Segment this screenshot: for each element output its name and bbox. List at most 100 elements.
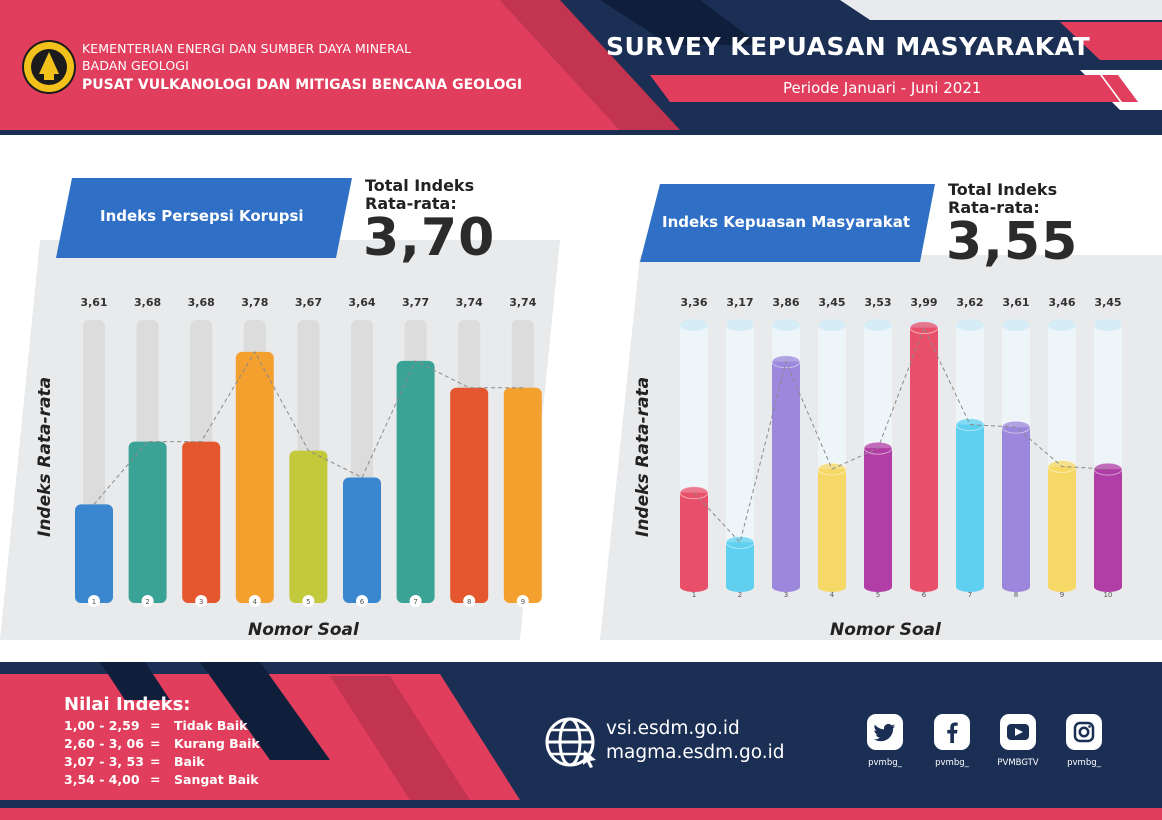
bar-base bbox=[956, 582, 984, 592]
bar bbox=[128, 441, 167, 603]
bar bbox=[450, 387, 489, 603]
x-tick-label: 10 bbox=[1104, 591, 1113, 599]
bar-base bbox=[680, 582, 708, 592]
bar-base bbox=[818, 582, 846, 592]
cylinder-cap bbox=[864, 319, 892, 331]
cylinder-cap bbox=[772, 319, 800, 331]
legend-equals: = bbox=[150, 754, 161, 769]
data-label: 3,99 bbox=[910, 296, 937, 309]
legend-equals: = bbox=[150, 736, 161, 751]
data-label: 3,36 bbox=[680, 296, 707, 309]
bar bbox=[956, 424, 984, 587]
data-label: 3,67 bbox=[295, 296, 322, 309]
website-link-vsi[interactable]: vsi.esdm.go.id bbox=[606, 718, 740, 739]
data-label: 3,74 bbox=[456, 296, 483, 309]
bar bbox=[503, 387, 542, 603]
cylinder-cap bbox=[680, 319, 708, 331]
data-label: 3,17 bbox=[726, 296, 753, 309]
bar-base bbox=[1048, 582, 1076, 592]
bar bbox=[910, 327, 938, 587]
legend-row: 3,54 - 4,00 = Sangat Baik bbox=[64, 772, 259, 787]
bar bbox=[772, 361, 800, 587]
cylinder-cap bbox=[956, 319, 984, 331]
data-label: 3,77 bbox=[402, 296, 429, 309]
legend-title: Nilai Indeks: bbox=[64, 694, 191, 715]
x-tick-label: 4 bbox=[830, 591, 835, 599]
x-tick-label: 7 bbox=[413, 598, 417, 606]
data-label: 3,53 bbox=[864, 296, 891, 309]
legend-label: Sangat Baik bbox=[174, 772, 259, 787]
x-tick-label: 5 bbox=[306, 598, 310, 606]
legend-row: 3,07 - 3, 53 = Baik bbox=[64, 754, 205, 769]
globe-icon bbox=[544, 716, 596, 768]
bar bbox=[75, 504, 113, 603]
bar bbox=[1094, 469, 1122, 587]
data-label: 3,45 bbox=[1094, 296, 1121, 309]
legend-label: Tidak Baik bbox=[174, 718, 248, 733]
cylinder-cap bbox=[1002, 319, 1030, 331]
x-tick-label: 9 bbox=[521, 598, 525, 606]
legend-range: 1,00 - 2,59 bbox=[64, 718, 140, 733]
right-chart-title: Indeks Kepuasan Masyarakat bbox=[662, 213, 910, 231]
x-tick-label: 3 bbox=[199, 598, 203, 606]
x-tick-label: 2 bbox=[738, 591, 742, 599]
bar bbox=[1002, 427, 1030, 587]
data-label: 3,86 bbox=[772, 296, 799, 309]
left-total-label: Total Indeks Rata-rata: bbox=[365, 176, 475, 213]
center-name: PUSAT VULKANOLOGI DAN MITIGASI BENCANA G… bbox=[82, 77, 523, 93]
cylinder-cap bbox=[726, 319, 754, 331]
bar bbox=[818, 469, 846, 587]
x-tick-label: 2 bbox=[145, 598, 149, 606]
legend-equals: = bbox=[150, 772, 161, 787]
right-x-axis-title: Nomor Soal bbox=[830, 620, 941, 640]
data-label: 3,61 bbox=[1002, 296, 1029, 309]
period-text: Periode Januari - Juni 2021 bbox=[783, 79, 982, 97]
bar-base bbox=[1002, 582, 1030, 592]
legend-equals: = bbox=[150, 718, 161, 733]
right-total-label: Total Indeks Rata-rata: bbox=[948, 180, 1058, 217]
left-chart-title: Indeks Persepsi Korupsi bbox=[100, 207, 304, 225]
youtube-icon[interactable] bbox=[1000, 714, 1036, 750]
data-label: 3,61 bbox=[80, 296, 107, 309]
bar-top bbox=[725, 535, 755, 549]
data-label: 3,46 bbox=[1048, 296, 1075, 309]
bar bbox=[182, 441, 221, 603]
legend-range: 2,60 - 3, 06 bbox=[64, 736, 144, 751]
x-tick-label: 9 bbox=[1060, 591, 1064, 599]
bar-base bbox=[910, 582, 938, 592]
tick-badge bbox=[195, 595, 208, 607]
x-tick-label: 5 bbox=[876, 591, 880, 599]
tick-badge bbox=[463, 595, 476, 607]
bar-base bbox=[726, 582, 754, 592]
tick-badge bbox=[141, 595, 154, 607]
website-link-magma[interactable]: magma.esdm.go.id bbox=[606, 742, 785, 763]
legend-range: 3,54 - 4,00 bbox=[64, 772, 140, 787]
twitter-handle: pvmbg_ bbox=[868, 758, 902, 768]
x-tick-label: 6 bbox=[922, 591, 927, 599]
trend-line bbox=[693, 326, 1109, 544]
instagram-handle: pvmbg_ bbox=[1067, 758, 1101, 768]
tick-badge bbox=[409, 595, 422, 607]
bar bbox=[680, 492, 708, 587]
data-label: 3,68 bbox=[188, 296, 215, 309]
facebook-icon[interactable] bbox=[934, 714, 970, 750]
left-x-axis-title: Nomor Soal bbox=[248, 620, 359, 640]
instagram-icon[interactable] bbox=[1066, 714, 1102, 750]
youtube-handle: PVMBGTV bbox=[997, 758, 1039, 768]
legend-label: Kurang Baik bbox=[174, 736, 260, 751]
legend-range: 3,07 - 3, 53 bbox=[64, 754, 144, 769]
data-label: 3,62 bbox=[956, 296, 983, 309]
tick-badge bbox=[302, 595, 315, 607]
twitter-icon[interactable] bbox=[867, 714, 903, 750]
legend-row: 2,60 - 3, 06 = Kurang Baik bbox=[64, 736, 260, 751]
x-tick-label: 4 bbox=[253, 598, 258, 606]
bar bbox=[396, 360, 435, 603]
right-total-value: 3,55 bbox=[946, 212, 1079, 272]
x-tick-label: 6 bbox=[360, 598, 365, 606]
bar bbox=[343, 477, 381, 603]
cylinder-cap bbox=[1094, 319, 1122, 331]
data-label: 3,68 bbox=[134, 296, 161, 309]
